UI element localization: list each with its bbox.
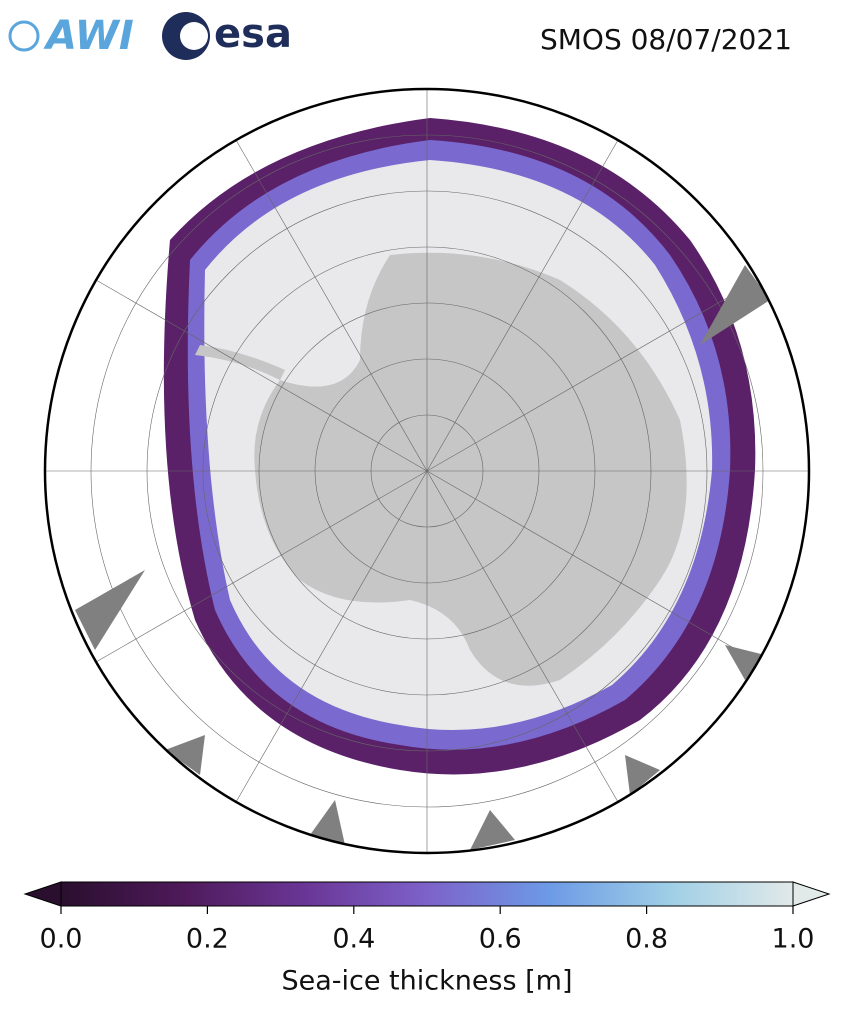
land-masks [75, 265, 770, 850]
awi-logo: AWI [8, 13, 134, 59]
esa-logo: esa [162, 11, 292, 60]
tick-label: 0.6 [479, 924, 522, 955]
tick-label: 1.0 [772, 924, 815, 955]
extend-max [792, 881, 831, 907]
extend-min [23, 881, 62, 907]
map-boundary [43, 87, 811, 855]
tick-label: 0.2 [186, 924, 229, 955]
tick-label: 0.8 [625, 924, 668, 955]
colorbar-gradient [60, 881, 794, 907]
graticule [45, 89, 809, 853]
map [45, 89, 809, 853]
logo-text: esa [214, 11, 292, 57]
logo-text: AWI [43, 13, 134, 59]
colorbar-label: Sea-ice thickness [m] [281, 966, 572, 997]
colorbar: 0.0 0.2 0.4 0.6 0.8 1.0 [23, 881, 831, 955]
peninsula [195, 345, 285, 380]
map-title: SMOS 08/07/2021 [540, 23, 792, 56]
tick-label: 0.0 [40, 924, 83, 955]
tick-label: 0.4 [332, 924, 375, 955]
antarctica [254, 252, 687, 686]
